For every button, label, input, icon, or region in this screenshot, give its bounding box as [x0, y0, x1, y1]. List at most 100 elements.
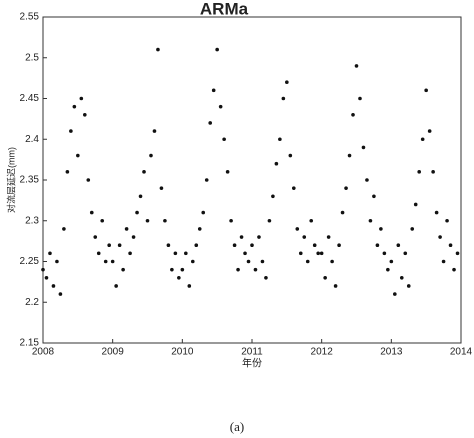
point	[138, 194, 143, 199]
point	[351, 113, 355, 117]
point	[386, 267, 390, 272]
x-tick-label: 2010	[171, 347, 194, 358]
point	[197, 227, 202, 231]
point	[177, 276, 181, 280]
point	[316, 251, 320, 256]
point	[201, 210, 206, 215]
point	[128, 251, 132, 256]
point	[156, 47, 160, 52]
point	[72, 104, 77, 109]
point	[302, 235, 307, 239]
point	[344, 186, 348, 190]
point	[305, 259, 310, 264]
point	[62, 227, 66, 231]
point	[180, 267, 185, 272]
y-tick-label: 2.45	[20, 93, 40, 104]
x-tick-label: 2009	[102, 347, 125, 358]
point	[86, 178, 91, 182]
point	[100, 218, 105, 223]
point	[298, 251, 303, 256]
point	[79, 96, 84, 101]
point	[208, 121, 212, 125]
point	[218, 104, 223, 109]
point	[326, 235, 331, 239]
point	[55, 259, 59, 264]
x-tick-label: 2012	[311, 347, 334, 358]
point	[285, 80, 289, 84]
y-tick-label: 2.5	[25, 52, 39, 63]
point	[159, 186, 164, 190]
point	[69, 129, 73, 133]
point	[452, 267, 456, 272]
point	[257, 235, 261, 239]
point	[431, 170, 435, 174]
point	[278, 137, 282, 142]
point	[83, 113, 87, 117]
point	[330, 259, 334, 264]
point	[455, 251, 460, 256]
point	[114, 284, 118, 288]
point	[103, 259, 108, 264]
point	[323, 276, 327, 280]
point	[222, 137, 226, 142]
x-tick-label: 2008	[32, 347, 55, 358]
point	[131, 235, 136, 239]
y-tick-label: 2.55	[20, 12, 40, 23]
point	[406, 284, 411, 288]
point	[389, 259, 394, 264]
point	[145, 218, 150, 223]
point	[361, 145, 366, 150]
point	[44, 276, 49, 280]
x-tick-label: 2011	[241, 347, 263, 358]
point	[89, 210, 94, 215]
point	[260, 259, 265, 264]
point	[267, 218, 272, 223]
point	[239, 235, 244, 239]
point	[166, 243, 171, 247]
point	[403, 251, 408, 256]
point	[410, 227, 415, 231]
point	[96, 251, 101, 256]
point	[420, 137, 425, 142]
y-tick-label: 2.25	[20, 256, 40, 267]
point	[354, 64, 359, 68]
point	[448, 243, 453, 247]
point	[215, 47, 219, 52]
point	[232, 243, 237, 247]
caption: (a)	[230, 419, 244, 434]
y-tick-label: 2.2	[25, 297, 39, 308]
point	[427, 129, 432, 133]
point	[379, 227, 383, 231]
point	[399, 276, 404, 280]
point	[434, 210, 439, 215]
x-axis-label: 年份	[242, 357, 262, 370]
point	[41, 267, 45, 272]
point	[93, 235, 98, 239]
point	[424, 88, 428, 93]
point	[295, 227, 300, 231]
point	[121, 267, 125, 272]
point	[187, 284, 192, 288]
point	[288, 153, 293, 158]
point	[281, 96, 286, 101]
y-tick-label: 2.4	[25, 134, 39, 145]
point	[225, 170, 230, 174]
point	[358, 96, 362, 101]
point	[445, 218, 449, 223]
point	[190, 259, 195, 264]
point	[365, 178, 369, 182]
point	[368, 218, 373, 223]
chart-title: ARMa	[200, 0, 249, 18]
point	[243, 251, 247, 256]
point	[152, 129, 157, 133]
point	[149, 153, 153, 158]
point	[375, 243, 380, 247]
point	[292, 186, 296, 190]
x-tick-label: 2013	[380, 347, 403, 358]
point	[173, 251, 178, 256]
point	[309, 218, 314, 223]
point	[441, 259, 446, 264]
point	[250, 243, 254, 247]
point	[124, 227, 129, 231]
